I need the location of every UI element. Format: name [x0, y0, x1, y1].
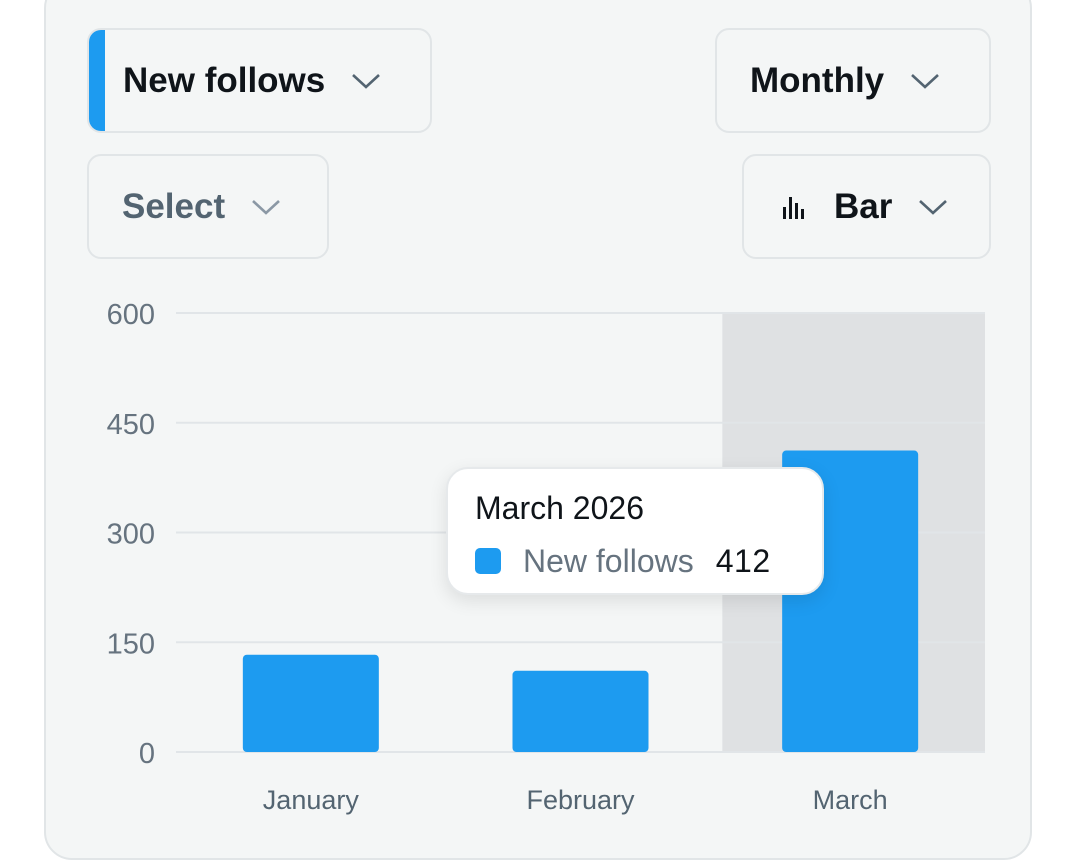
x-tick-label: March — [813, 785, 888, 815]
y-tick-label: 600 — [107, 299, 155, 331]
tooltip-title: March 2026 — [475, 490, 644, 526]
chart-type-dropdown-label: Bar — [834, 186, 893, 226]
metric-dropdown-label: New follows — [123, 60, 326, 100]
compare-dropdown[interactable]: Select — [87, 154, 329, 259]
tooltip-value: 412 — [715, 543, 771, 579]
bar-chart-icon — [783, 196, 804, 219]
period-dropdown[interactable]: Monthly — [715, 28, 991, 133]
chart-tooltip: March 2026 New follows 412 — [446, 467, 824, 595]
tooltip-row: New follows 412 — [475, 541, 822, 581]
compare-dropdown-label: Select — [122, 186, 226, 226]
x-tick-label: January — [263, 785, 360, 815]
chevron-down-icon — [919, 199, 948, 215]
bar-february — [512, 670, 649, 752]
bar-january — [242, 654, 379, 752]
chevron-down-icon — [352, 73, 381, 89]
chevron-down-icon — [911, 73, 940, 89]
y-tick-label: 300 — [107, 519, 155, 551]
chevron-down-icon — [252, 199, 281, 215]
chart-type-dropdown[interactable]: Bar — [742, 154, 991, 259]
tooltip-series-swatch — [475, 548, 501, 574]
y-tick-label: 0 — [139, 738, 155, 770]
period-dropdown-label: Monthly — [750, 60, 885, 100]
metric-color-indicator — [89, 30, 105, 131]
bar-chart: 0 150 300 450 600 January February March — [107, 299, 985, 815]
tooltip-series-name: New follows — [523, 543, 694, 579]
y-tick-label: 450 — [107, 409, 155, 441]
x-tick-label: February — [526, 785, 635, 815]
metric-dropdown[interactable]: New follows — [87, 28, 432, 133]
y-tick-label: 150 — [107, 628, 155, 660]
